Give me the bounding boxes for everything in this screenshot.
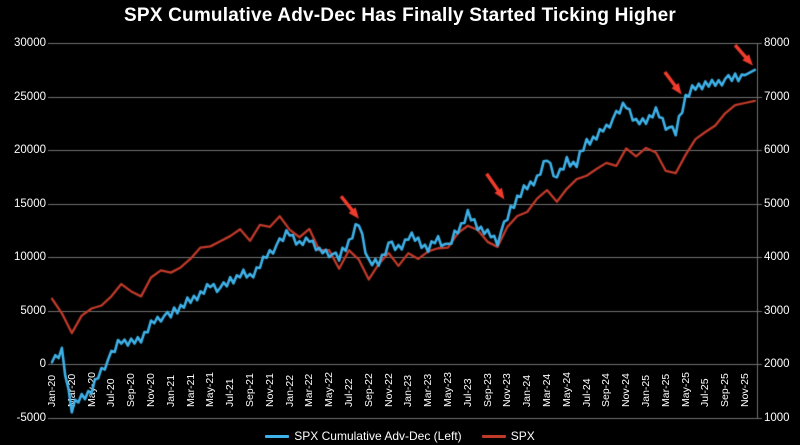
legend-item-adv-dec: SPX Cumulative Adv-Dec (Left) xyxy=(265,429,462,443)
legend: SPX Cumulative Adv-Dec (Left) SPX xyxy=(0,428,800,444)
legend-item-spx: SPX xyxy=(481,429,535,443)
legend-label-adv-dec: SPX Cumulative Adv-Dec (Left) xyxy=(294,429,462,443)
legend-line-sample-blue xyxy=(265,434,290,438)
legend-line-sample-red xyxy=(481,434,506,438)
legend-label-spx: SPX xyxy=(510,429,535,443)
